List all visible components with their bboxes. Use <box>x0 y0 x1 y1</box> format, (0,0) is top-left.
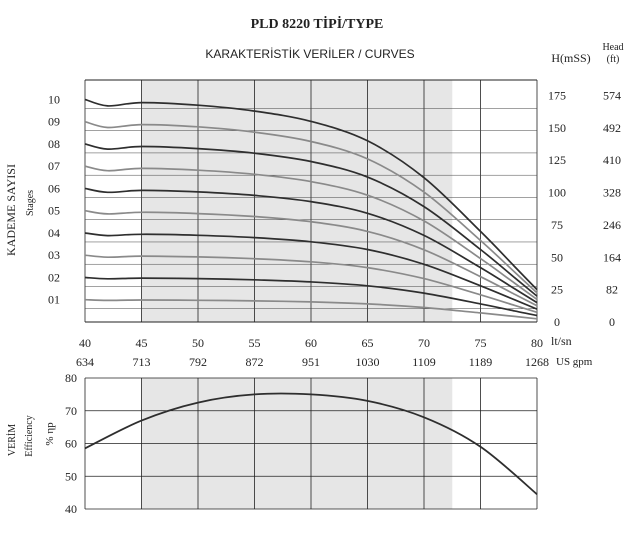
efficiency-tick: 50 <box>65 469 77 483</box>
flow-gpm-tick: 1109 <box>412 355 436 369</box>
head-m-tick: 100 <box>548 186 566 200</box>
head-m-tick: 175 <box>548 89 566 103</box>
lower-grid <box>84 377 538 510</box>
flow-lts-tick: 80 <box>531 336 543 350</box>
stage-curve-03 <box>84 254 538 314</box>
flow-gpm-tick: 792 <box>189 355 207 369</box>
flow-lts-tick: 50 <box>192 336 204 350</box>
efficiency-curve <box>84 392 538 495</box>
efficiency-curves <box>84 392 538 495</box>
stage-label: 03 <box>48 248 60 262</box>
stage-label: 08 <box>48 137 60 151</box>
head-m-tick: 0 <box>554 315 560 329</box>
stage-label: 01 <box>48 293 60 307</box>
head-m-tick: 25 <box>551 283 563 297</box>
efficiency-ticks: 80 70 60 50 40 <box>65 371 77 516</box>
stage-label: 07 <box>48 159 60 173</box>
flow-gpm-tick: 634 <box>76 355 94 369</box>
stage-label: 04 <box>48 226 60 240</box>
flow-lts-tick: 70 <box>418 336 430 350</box>
stage-label: 06 <box>48 181 60 195</box>
flow-gpm-tick: 951 <box>302 355 320 369</box>
flow-lts-tick: 60 <box>305 336 317 350</box>
head-m-tick: 150 <box>548 121 566 135</box>
flow-gpm-tick: 872 <box>246 355 264 369</box>
stage-curve-01 <box>84 298 538 320</box>
stage-curve-04 <box>84 232 538 310</box>
stages-axis-label: KADEME SAYISI <box>4 164 18 256</box>
flow-gpm-tick: 1030 <box>356 355 380 369</box>
flow-gpm-label: US gpm <box>556 356 593 368</box>
stage-label: 05 <box>48 204 60 218</box>
flow-lts-label: lt/sn <box>551 334 572 348</box>
head-ft-label-part: (ft) <box>607 54 620 65</box>
flow-gpm-tick: 713 <box>133 355 151 369</box>
flow-lts-tick: 45 <box>136 336 148 350</box>
stage-curve-05 <box>84 209 538 307</box>
flow-gpm-tick: 1189 <box>469 355 493 369</box>
stage-label: 02 <box>48 270 60 284</box>
efficiency-unit-label: % ηp <box>44 422 56 446</box>
efficiency-axis-label: VERİM <box>6 424 18 456</box>
stage-label: 09 <box>48 115 60 129</box>
stage-curve-08 <box>84 143 538 297</box>
head-ft-tick: 328 <box>603 186 621 200</box>
head-ft-tick: 0 <box>609 315 615 329</box>
head-ft-label-part: Head <box>602 42 623 53</box>
flow-lts-tick: 65 <box>362 336 374 350</box>
head-curve-chart: 10 09 08 07 06 05 04 03 02 01 175 150 125 100 75 50 25 0… <box>48 79 621 369</box>
stage-curve-06 <box>84 187 538 304</box>
efficiency-tick: 80 <box>65 371 77 385</box>
efficiency-axis-sublabel: Efficiency <box>24 415 35 456</box>
flow-ticks: 40 634 45 713 50 792 55 872 60 951 65 1030 70 1109 75 1… <box>76 336 549 369</box>
flow-lts-tick: 40 <box>79 336 91 350</box>
efficiency-tick: 60 <box>65 437 77 451</box>
head-ft-tick: 82 <box>606 283 618 297</box>
efficiency-tick: 70 <box>65 404 77 418</box>
head-m-tick: 75 <box>551 218 563 232</box>
efficiency-tick: 40 <box>65 502 77 516</box>
head-ft-label: Head (ft) <box>602 42 623 65</box>
main-title: PLD 8220 TİPİ/TYPE <box>251 15 384 32</box>
efficiency-chart: 80 70 60 50 40 <box>65 371 538 516</box>
flow-lts-tick: 75 <box>475 336 487 350</box>
head-m-label: H(mSS) <box>551 51 590 65</box>
head-m-tick: 125 <box>548 153 566 167</box>
head-m-tick: 50 <box>551 250 563 264</box>
head-ft-tick: 574 <box>603 89 621 103</box>
stage-curve-02 <box>84 276 538 317</box>
head-ft-tick: 492 <box>603 121 621 135</box>
upper-curves <box>84 98 538 320</box>
flow-gpm-tick: 1268 <box>525 355 549 369</box>
stage-curve-09 <box>84 120 538 294</box>
stage-labels: 10 09 08 07 06 05 04 03 02 01 <box>48 92 60 306</box>
upper-operating-range <box>141 80 453 322</box>
flow-lts-tick: 55 <box>249 336 261 350</box>
curves-title: KARAKTERİSTİK VERİLER / CURVES <box>205 47 414 61</box>
stage-curve-10 <box>84 98 538 291</box>
head-ft-tick: 246 <box>603 218 621 232</box>
stage-label: 10 <box>48 92 60 106</box>
head-ft-tick: 410 <box>603 153 621 167</box>
stages-axis-sublabel: Stages <box>25 190 36 216</box>
stage-curve-07 <box>84 165 538 301</box>
head-ft-tick: 164 <box>603 250 621 264</box>
head-ticks: 175 150 125 100 75 50 25 0 574 492 410 328 246 164 82 0 <box>548 89 621 329</box>
